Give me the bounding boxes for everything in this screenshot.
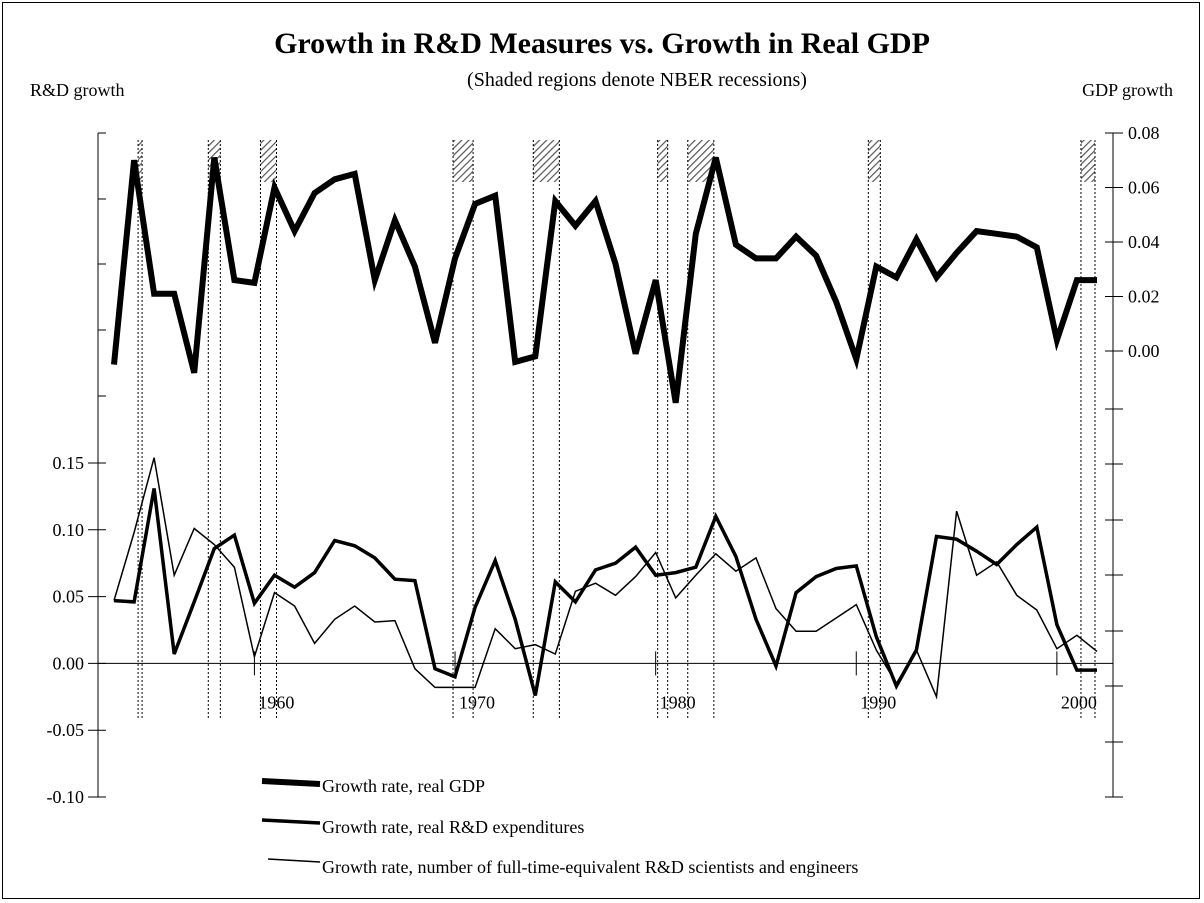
left-tick-label: 0.05 (53, 587, 85, 607)
series-rd-scientists-line (113, 457, 1098, 700)
left-axis-label: R&D growth (30, 80, 125, 100)
series-gdp-line (111, 156, 1097, 404)
recession-band (533, 140, 560, 182)
right-tick-label: 0.00 (1128, 341, 1160, 361)
series-rd-expenditures-line (113, 488, 1097, 696)
recession-band (1080, 140, 1095, 182)
right-tick-label: 0.06 (1128, 178, 1160, 198)
legend-swatch-rd-scientists (267, 858, 321, 863)
left-tick-label: 0.00 (53, 653, 85, 673)
x-tick-label: 1990 (860, 692, 896, 712)
legend-label-rd-expenditures: Growth rate, real R&D expenditures (322, 817, 584, 837)
recession-shading (137, 140, 1096, 720)
right-tick-label: 0.04 (1128, 232, 1160, 252)
left-tick-label: 0.10 (53, 520, 85, 540)
x-tick-label: 2000 (1061, 692, 1097, 712)
left-tick-label: -0.05 (47, 720, 85, 740)
axes: 0.15 0.10 0.05 0.00 -0.05 -0.10 0.08 0.06 0.04 0.… (47, 123, 1160, 807)
left-tick-label: 0.15 (53, 453, 85, 473)
legend: Growth rate, real GDP Growth rate, real … (261, 776, 858, 877)
x-tick-label: 1960 (258, 692, 294, 712)
legend-swatch-gdp (261, 778, 321, 787)
right-tick-label: 0.02 (1128, 287, 1160, 307)
left-tick-label: -0.10 (47, 787, 85, 807)
recession-band (260, 140, 277, 182)
series-layer (111, 156, 1098, 700)
legend-label-rd-scientists: Growth rate, number of full-time-equival… (322, 857, 858, 877)
chart-title: Growth in R&D Measures vs. Growth in Rea… (274, 27, 930, 60)
right-tick-label: 0.08 (1128, 123, 1160, 143)
right-axis-label: GDP growth (1082, 80, 1173, 100)
x-tick-label: 1980 (660, 692, 696, 712)
recession-band (657, 140, 668, 182)
x-tick-label: 1970 (459, 692, 495, 712)
recession-band (138, 140, 143, 182)
chart-subtitle: (Shaded regions denote NBER recessions) (467, 69, 807, 91)
recession-band (453, 140, 474, 182)
legend-label-gdp: Growth rate, real GDP (322, 776, 485, 796)
legend-swatch-rd-expenditures (261, 818, 321, 825)
recession-band (868, 140, 881, 182)
